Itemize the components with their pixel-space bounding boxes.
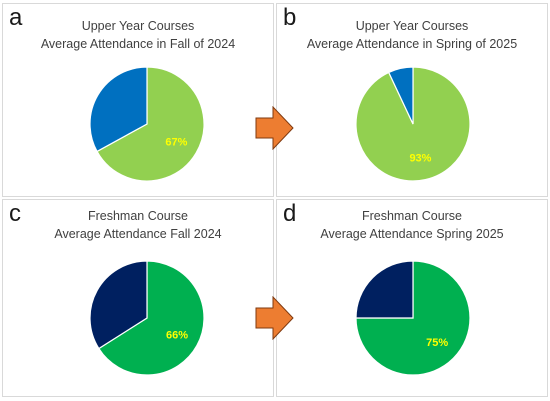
panel-letter: d <box>283 200 297 227</box>
chart-title-line-2: Average Attendance Spring 2025 <box>320 227 504 241</box>
arrow-shape <box>255 106 294 150</box>
chart-title-line-1: Upper Year Courses <box>81 19 195 33</box>
panel-d: d Freshman Course Average Attendance Spr… <box>276 199 548 397</box>
right-arrow-icon <box>255 296 294 340</box>
panel-letter: c <box>9 200 21 227</box>
pie-slice-attended <box>355 260 471 376</box>
chart-title-line-1: Freshman Course <box>361 209 463 223</box>
data-label: 67% <box>165 136 187 148</box>
chart-title-line-2: Average Attendance in Spring of 2025 <box>306 37 518 51</box>
chart-title-line-2: Average Attendance in Fall of 2024 <box>40 37 236 51</box>
panel-letter: a <box>9 4 23 31</box>
panel-b: b Upper Year Courses Average Attendance … <box>276 3 548 197</box>
pie-chart-d: 75% <box>355 260 471 376</box>
pie-slice-absent <box>89 66 148 153</box>
pie-slice-attended <box>96 66 205 182</box>
data-label: 75% <box>426 337 448 349</box>
pie-chart-a: 67% <box>89 66 205 182</box>
pie-slice-absent <box>387 66 414 125</box>
panel-c: c Freshman Course Average Attendance Fal… <box>2 199 274 397</box>
panel-letter: b <box>283 4 297 31</box>
data-label: 66% <box>166 329 188 341</box>
chart-title-line-1: Upper Year Courses <box>355 19 469 33</box>
chart-title-line-1: Freshman Course <box>87 209 189 223</box>
right-arrow-icon <box>255 106 294 150</box>
chart-title-line-2: Average Attendance Fall 2024 <box>54 227 222 241</box>
pie-slice-absent <box>89 260 148 350</box>
data-label: 93% <box>409 152 431 164</box>
pie-slice-attended <box>355 66 471 182</box>
pie-slice-absent <box>355 260 414 319</box>
pie-chart-c: 66% <box>89 260 205 376</box>
pie-chart-b: 93% <box>355 66 471 182</box>
panel-a: a Upper Year Courses Average Attendance … <box>2 3 274 197</box>
pie-slice-attended <box>98 260 205 376</box>
arrow-shape <box>255 296 294 340</box>
